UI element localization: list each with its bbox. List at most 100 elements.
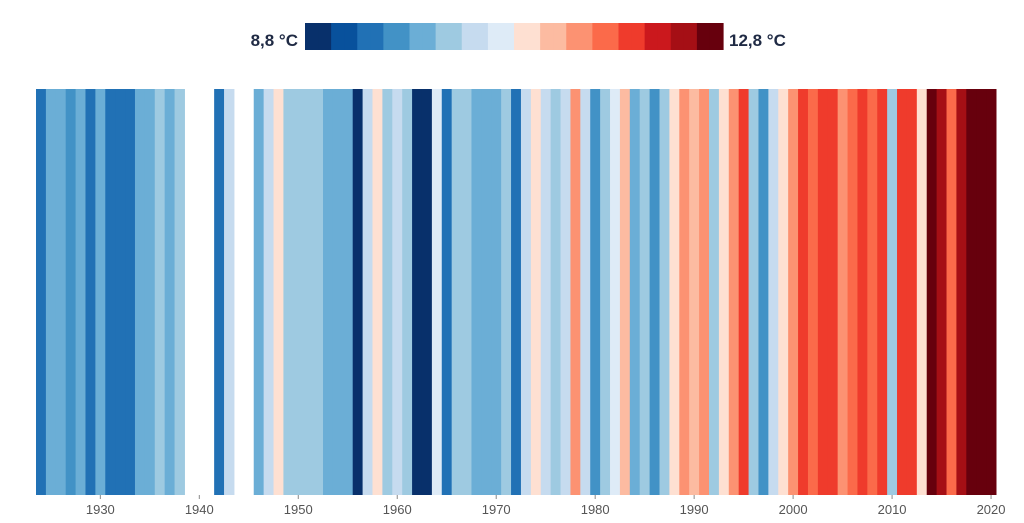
stripe-1983 bbox=[619, 89, 631, 495]
legend-swatch bbox=[474, 23, 489, 50]
stripe-1970 bbox=[491, 89, 502, 495]
stripe-2006 bbox=[847, 89, 858, 495]
stripe-1979 bbox=[580, 89, 591, 495]
stripe-1929 bbox=[85, 89, 96, 495]
stripe-1990 bbox=[689, 89, 700, 495]
stripe-1968 bbox=[471, 89, 482, 495]
stripe-1995 bbox=[738, 89, 750, 495]
legend-swatch bbox=[435, 23, 450, 50]
stripe-1942 bbox=[214, 89, 225, 495]
legend-swatch bbox=[618, 23, 633, 50]
x-tick-label: 1950 bbox=[284, 502, 313, 517]
stripe-2003 bbox=[817, 89, 829, 495]
stripe-1974 bbox=[530, 89, 542, 495]
stripe-1951 bbox=[303, 89, 314, 495]
stripe-1953 bbox=[323, 89, 334, 495]
legend-swatch bbox=[696, 23, 711, 50]
legend-swatch bbox=[514, 23, 528, 50]
stripe-1967 bbox=[461, 89, 472, 495]
stripe-1925 bbox=[45, 89, 57, 495]
legend-swatch bbox=[540, 23, 554, 50]
stripe-2002 bbox=[807, 89, 819, 495]
stripe-1972 bbox=[511, 89, 522, 495]
legend-max-label: 12,8 °C bbox=[729, 31, 786, 50]
legend-swatch bbox=[631, 23, 646, 50]
stripe-2011 bbox=[897, 89, 908, 495]
stripe-1964 bbox=[431, 89, 443, 495]
legend-swatch bbox=[644, 23, 659, 50]
legend-swatch bbox=[683, 23, 698, 50]
stripe-1926 bbox=[55, 89, 67, 495]
stripe-1977 bbox=[560, 89, 571, 495]
stripe-1966 bbox=[451, 89, 463, 495]
legend-min-label: 8,8 °C bbox=[251, 31, 298, 50]
stripe-1998 bbox=[768, 89, 779, 495]
stripe-1961 bbox=[402, 89, 413, 495]
stripe-1950 bbox=[293, 89, 304, 495]
stripe-2001 bbox=[798, 89, 809, 495]
stripe-1958 bbox=[372, 89, 383, 495]
stripe-1986 bbox=[649, 89, 661, 495]
stripe-2013 bbox=[916, 89, 928, 495]
stripe-1965 bbox=[441, 89, 453, 495]
stripe-1957 bbox=[362, 89, 373, 495]
stripe-1927 bbox=[65, 89, 77, 495]
legend-swatch bbox=[553, 23, 567, 50]
stripe-1935 bbox=[144, 89, 156, 495]
stripe-1984 bbox=[629, 89, 641, 495]
stripe-1997 bbox=[758, 89, 769, 495]
stripe-1989 bbox=[679, 89, 690, 495]
stripe-1949 bbox=[283, 89, 294, 495]
stripe-1946 bbox=[253, 89, 265, 495]
x-tick-label: 1980 bbox=[581, 502, 610, 517]
stripe-1936 bbox=[154, 89, 166, 495]
stripe-1931 bbox=[105, 89, 116, 495]
stripe-1996 bbox=[748, 89, 759, 495]
stripe-1962 bbox=[412, 89, 423, 495]
stripe-1975 bbox=[540, 89, 552, 495]
stripe-2020 bbox=[986, 89, 997, 495]
stripe-2015 bbox=[936, 89, 948, 495]
legend-swatch bbox=[461, 23, 476, 50]
stripe-2005 bbox=[837, 89, 849, 495]
stripe-2018 bbox=[966, 89, 977, 495]
stripe-1928 bbox=[75, 89, 86, 495]
x-tick-label: 1940 bbox=[185, 502, 214, 517]
legend-swatch bbox=[566, 23, 580, 50]
stripes-group bbox=[36, 89, 997, 495]
stripe-1981 bbox=[600, 89, 611, 495]
x-tick-label: 2000 bbox=[779, 502, 808, 517]
legend-swatch bbox=[370, 23, 384, 50]
stripe-1937 bbox=[164, 89, 176, 495]
legend-swatch bbox=[422, 23, 437, 50]
stripe-1973 bbox=[520, 89, 532, 495]
stripe-2017 bbox=[956, 89, 967, 495]
stripe-1992 bbox=[708, 89, 720, 495]
stripe-1999 bbox=[778, 89, 789, 495]
legend-swatch bbox=[396, 23, 411, 50]
legend-swatch bbox=[709, 23, 724, 50]
stripe-1938 bbox=[174, 89, 185, 495]
stripe-2007 bbox=[857, 89, 868, 495]
stripe-1948 bbox=[273, 89, 284, 495]
stripe-2000 bbox=[788, 89, 799, 495]
stripe-2016 bbox=[946, 89, 957, 495]
x-tick-label: 2010 bbox=[878, 502, 907, 517]
stripe-1947 bbox=[263, 89, 275, 495]
legend-swatch bbox=[487, 23, 502, 50]
stripe-1956 bbox=[352, 89, 364, 495]
stripe-2010 bbox=[887, 89, 898, 495]
stripe-1971 bbox=[501, 89, 512, 495]
x-tick-label: 1930 bbox=[86, 502, 115, 517]
legend-swatch bbox=[331, 23, 345, 50]
legend-swatch bbox=[448, 23, 463, 50]
x-tick-label: 1990 bbox=[680, 502, 709, 517]
stripe-1993 bbox=[718, 89, 730, 495]
legend-swatch bbox=[357, 23, 371, 50]
legend-swatch bbox=[500, 23, 515, 50]
stripe-2019 bbox=[976, 89, 987, 495]
legend-swatch bbox=[318, 23, 332, 50]
legend-swatch bbox=[305, 23, 319, 50]
legend-swatch bbox=[657, 23, 672, 50]
